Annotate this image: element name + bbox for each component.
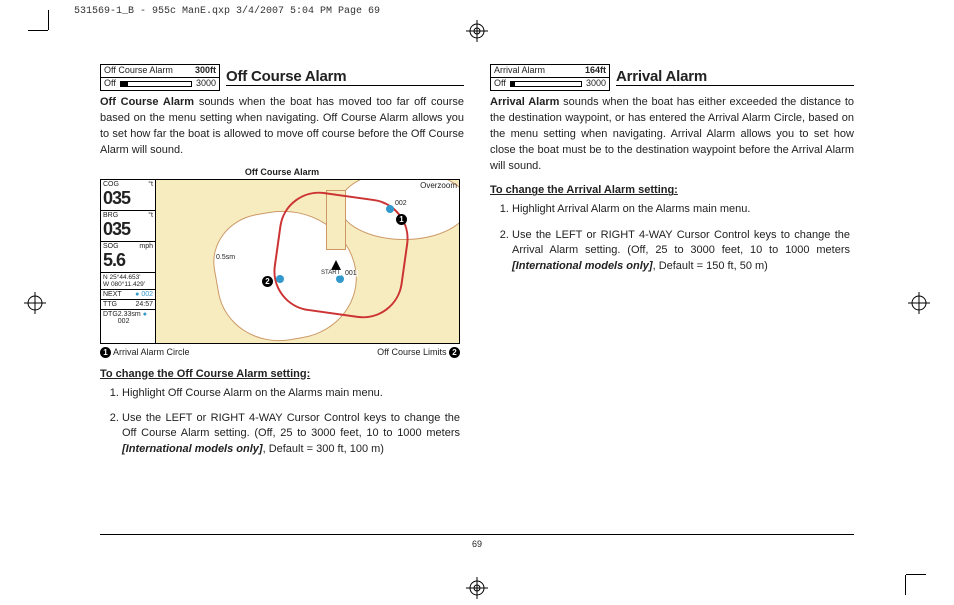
wp-001-label: 001	[344, 270, 358, 277]
arrival-title: Arrival Alarm	[616, 68, 854, 86]
menu-low: Off	[494, 79, 506, 89]
arrival-menu-box: Arrival Alarm 164ft Off 3000	[490, 64, 610, 91]
intro-bold: Arrival Alarm	[490, 96, 559, 108]
brg-unit: °t	[148, 212, 153, 219]
file-header: 531569-1_B - 955c ManE.qxp 3/4/2007 5:04…	[0, 0, 954, 17]
menu-title: Off Course Alarm	[104, 66, 173, 76]
menu-high: 3000	[586, 79, 606, 89]
right-steps: Highlight Arrival Alarm on the Alarms ma…	[512, 202, 854, 274]
menu-low: Off	[104, 79, 116, 89]
dtg-label: DTG	[103, 311, 118, 325]
right-step-1: Highlight Arrival Alarm on the Alarms ma…	[512, 202, 854, 217]
menu-title: Arrival Alarm	[494, 66, 545, 76]
legend-2-icon: 2	[449, 347, 460, 358]
right-step-2: Use the LEFT or RIGHT 4-WAY Cursor Contr…	[512, 228, 854, 274]
step2-part-c: , Default = 300 ft, 100 m)	[263, 443, 384, 455]
left-step-1: Highlight Off Course Alarm on the Alarms…	[122, 386, 464, 401]
left-subhead: To change the Off Course Alarm setting:	[100, 368, 464, 380]
crop-mark-tl	[48, 30, 68, 50]
registration-mark-left	[24, 292, 46, 314]
dtg-wp: 002	[118, 318, 130, 325]
right-subhead: To change the Arrival Alarm setting:	[490, 184, 854, 196]
step2-part-c: , Default = 150 ft, 50 m)	[653, 260, 768, 272]
right-column: Arrival Alarm 164ft Off 3000 Arrival Ala…	[490, 64, 854, 555]
dtg-value: 2.33sm	[118, 311, 141, 318]
step2-part-a: Use the LEFT or RIGHT 4-WAY Cursor Contr…	[122, 412, 460, 439]
wp-002-label: 002	[394, 200, 408, 207]
menu-slider	[510, 81, 582, 87]
page-number: 69	[100, 539, 854, 549]
waypoint-001-icon	[336, 275, 344, 283]
left-column: Off Course Alarm 300ft Off 3000 Off Cour…	[100, 64, 464, 555]
registration-mark-right	[908, 292, 930, 314]
step2-part-a: Use the LEFT or RIGHT 4-WAY Cursor Contr…	[512, 229, 850, 256]
off-course-intro: Off Course Alarm sounds when the boat ha…	[100, 95, 464, 159]
registration-mark-bottom	[466, 577, 488, 599]
lat-value: N 25°44.653'	[103, 274, 153, 281]
registration-mark-top	[466, 20, 488, 42]
menu-value: 300ft	[195, 66, 216, 76]
page-content: Off Course Alarm 300ft Off 3000 Off Cour…	[100, 64, 854, 555]
left-step-2: Use the LEFT or RIGHT 4-WAY Cursor Contr…	[122, 411, 464, 457]
step2-part-b: [International models only]	[122, 443, 263, 455]
scale-label: 0.5sm	[216, 254, 235, 261]
sog-value: 5.6	[103, 250, 153, 271]
sog-label: SOG	[103, 243, 119, 250]
sog-unit: mph	[139, 243, 153, 250]
ttg-value: 24:57	[135, 301, 153, 308]
callout-1-icon: 1	[396, 214, 407, 225]
footer-rule	[100, 534, 854, 535]
step2-part-b: [International models only]	[512, 260, 653, 272]
menu-value: 164ft	[585, 66, 606, 76]
legend-1-icon: 1	[100, 347, 111, 358]
callout-2-icon: 2	[262, 276, 273, 287]
off-course-title: Off Course Alarm	[226, 68, 464, 86]
off-course-figure: 1 2 002 001 START Overzoom 0.5sm COG °t0…	[100, 179, 460, 344]
waypoint-marker-icon	[276, 275, 284, 283]
cog-label: COG	[103, 181, 119, 188]
cog-value: 035	[103, 188, 153, 209]
data-sidebar: COG °t035 BRG °t035 SOG mph5.6 N 25°44.6…	[101, 180, 156, 343]
map-area: 1 2 002 001 START Overzoom 0.5sm	[156, 180, 459, 343]
cog-unit: °t	[148, 181, 153, 188]
overzoom-label: Overzoom	[420, 181, 457, 190]
figure-caption: Off Course Alarm	[100, 167, 464, 177]
legend-1-text: Arrival Alarm Circle	[113, 347, 190, 357]
boat-icon	[331, 260, 341, 270]
next-label: NEXT	[103, 291, 122, 298]
legend-2-text: Off Course Limits	[377, 347, 446, 357]
lon-value: W 080°11.429'	[103, 281, 153, 288]
menu-high: 3000	[196, 79, 216, 89]
arrival-intro: Arrival Alarm sounds when the boat has e…	[490, 95, 854, 175]
intro-bold: Off Course Alarm	[100, 96, 194, 108]
brg-value: 035	[103, 219, 153, 240]
wp-start-label: START	[320, 270, 341, 276]
menu-slider	[120, 81, 192, 87]
waypoint-002-icon	[386, 205, 394, 213]
brg-label: BRG	[103, 212, 118, 219]
ttg-label: TTG	[103, 301, 117, 308]
off-course-menu-box: Off Course Alarm 300ft Off 3000	[100, 64, 220, 91]
left-steps: Highlight Off Course Alarm on the Alarms…	[122, 386, 464, 458]
figure-legend: 1 Arrival Alarm Circle Off Course Limits…	[100, 347, 460, 358]
crop-mark-br	[886, 555, 906, 575]
next-value: 002	[141, 291, 153, 298]
